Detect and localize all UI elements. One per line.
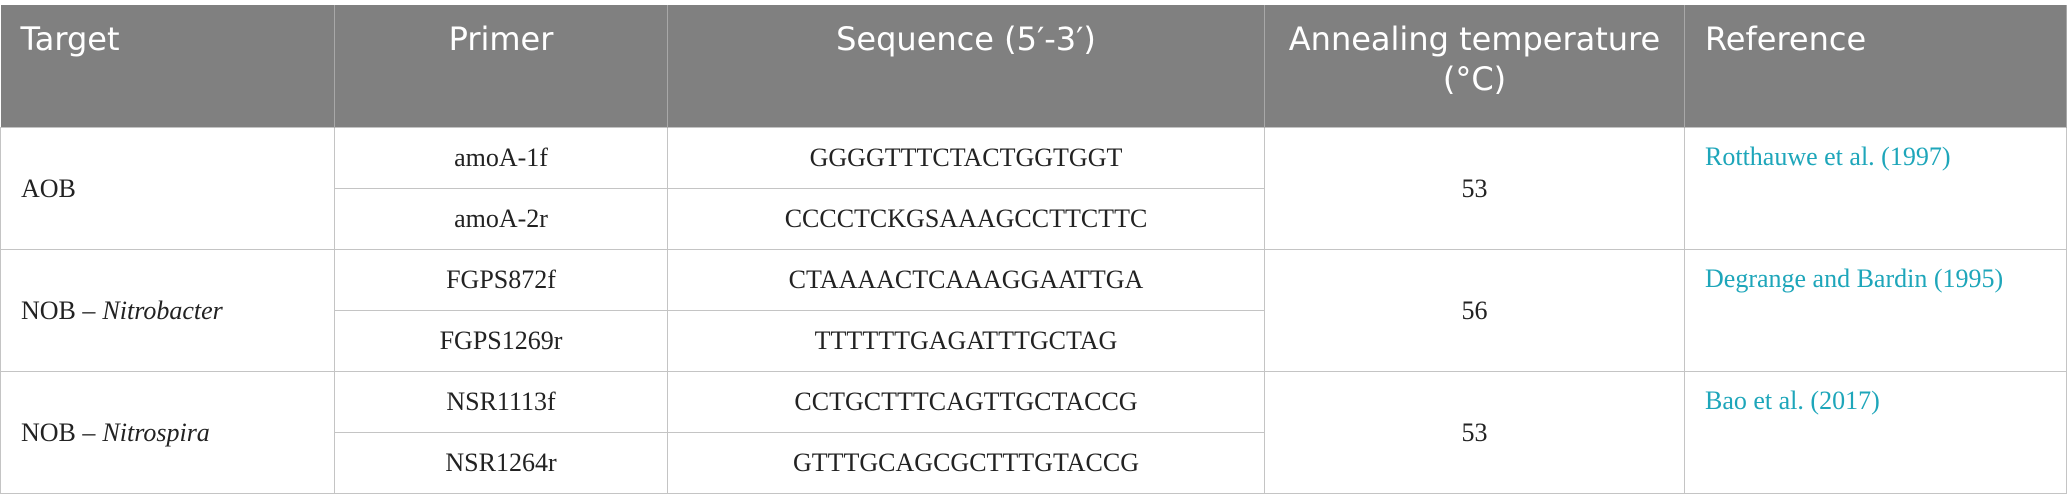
primer-cell: amoA-2r [334, 188, 668, 250]
sequence-cell: GTTTGCAGCGCTTTGTACCG [667, 432, 1265, 494]
temperature-cell: 53 [1264, 371, 1685, 494]
sequence-cell: GGGGTTTCTACTGGTGGT [667, 127, 1265, 189]
table-row: NSR1264r GTTTGCAGCGCTTTGTACCG [1, 432, 2067, 494]
table-row: AOB amoA-1f GGGGTTTCTACTGGTGGT 53 Rotthauwe … [0, 127, 2067, 250]
sequence-cell: CCCCTCKGSAAAGCCTTCTTC [667, 188, 1265, 250]
primer-cell: amoA-1f [334, 127, 668, 189]
target-text: NOB – [21, 417, 96, 447]
primer-cell: NSR1113f [334, 371, 668, 433]
header-cell: Sequence (5′-3′) [667, 5, 1265, 128]
primer-cell: FGPS1269r [334, 310, 668, 372]
reference-link[interactable]: Degrange and Bardin (1995) [1684, 249, 2067, 372]
target-italic: Nitrospira [102, 417, 210, 447]
table-row: NOB – Nitrobacter FGPS872f CTAAAACTCAAAGGAA… [0, 249, 2067, 372]
target-cell: NOB – Nitrobacter [0, 249, 335, 372]
header-cell: Reference [1684, 5, 2067, 128]
primer-table: Target Primer Sequence (5′-3′) Annealing te… [0, 5, 2067, 494]
header-row: Target Primer Sequence (5′-3′) Annealing te… [0, 5, 2067, 128]
temperature-cell: 53 [1264, 127, 1685, 250]
table-row: NOB – Nitrospira NSR1113f CCTGCTTTCAGTTGCTA… [0, 371, 2067, 494]
header-cell: Primer [334, 5, 668, 128]
header-cell: Annealing temperature (°C) [1264, 5, 1685, 128]
target-cell: AOB [0, 127, 335, 250]
table-row: amoA-2r CCCCTCKGSAAAGCCTTCTTC [1, 188, 2067, 250]
target-text: AOB [21, 173, 76, 203]
table-body: AOB amoA-1f GGGGTTTCTACTGGTGGT 53 Rotthauwe … [0, 127, 2067, 494]
header-cell: Target [0, 5, 335, 128]
target-cell: NOB – Nitrospira [0, 371, 335, 494]
temperature-cell: 56 [1264, 249, 1685, 372]
primer-cell: FGPS872f [334, 249, 668, 311]
sequence-cell: CTAAAACTCAAAGGAATTGA [667, 249, 1265, 311]
sequence-cell: TTTTTTGAGATTTGCTAG [667, 310, 1265, 372]
target-text: NOB – [21, 295, 96, 325]
reference-link[interactable]: Bao et al. (2017) [1684, 371, 2067, 494]
primer-cell: NSR1264r [334, 432, 668, 494]
target-italic: Nitrobacter [102, 295, 223, 325]
reference-link[interactable]: Rotthauwe et al. (1997) [1684, 127, 2067, 250]
sequence-cell: CCTGCTTTCAGTTGCTACCG [667, 371, 1265, 433]
